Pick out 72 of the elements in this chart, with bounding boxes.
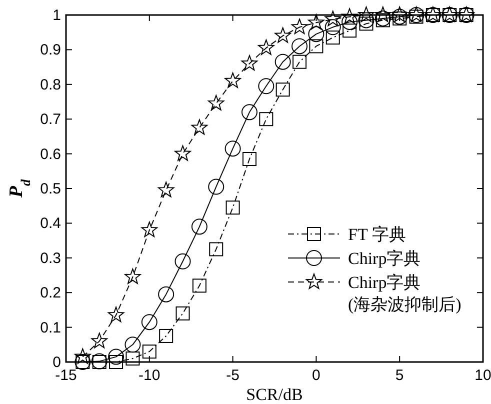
point <box>342 24 357 38</box>
x-axis-title: SCR/dB <box>246 385 303 404</box>
point <box>91 332 108 348</box>
point <box>258 39 274 55</box>
y-tick-label: 0.6 <box>40 146 61 163</box>
point <box>174 145 191 161</box>
point <box>274 54 291 70</box>
point <box>324 19 341 36</box>
point <box>308 14 324 30</box>
point <box>341 8 358 24</box>
point <box>174 253 191 270</box>
x-tick-label: -5 <box>226 367 240 384</box>
x-tick-label: 5 <box>395 367 404 384</box>
point <box>292 54 307 69</box>
y-tick-label: 0.2 <box>40 284 61 302</box>
point <box>158 182 174 198</box>
x-tick-label: 0 <box>312 367 320 384</box>
point <box>308 26 324 42</box>
point <box>292 38 308 54</box>
point <box>141 314 158 330</box>
point <box>326 30 340 45</box>
point <box>142 344 156 359</box>
legend-label: FT 字典 <box>348 225 406 244</box>
point <box>192 278 206 293</box>
point <box>274 27 291 43</box>
point <box>374 10 391 26</box>
y-tick-label: 0.8 <box>40 76 61 94</box>
point <box>191 218 208 235</box>
x-tick-label: -10 <box>138 367 160 384</box>
point <box>224 72 241 88</box>
point <box>324 10 341 26</box>
point <box>191 119 208 135</box>
y-tick-label: 0.9 <box>40 42 61 59</box>
legend-label: Chirp字典 (海杂波抑制后) <box>348 273 462 314</box>
point <box>374 6 392 22</box>
point <box>124 268 141 284</box>
y-tick-label: 0.3 <box>40 250 61 267</box>
point <box>224 140 241 157</box>
legend-label: Chirp字典 <box>348 249 421 268</box>
point <box>126 352 140 366</box>
point <box>358 6 374 22</box>
x-tick-label: 10 <box>474 367 491 384</box>
y-tick-label: 0.1 <box>40 319 61 336</box>
y-tick-label: 0.4 <box>40 215 61 232</box>
point <box>176 306 190 320</box>
point <box>141 222 158 238</box>
point <box>276 82 290 97</box>
point <box>342 14 358 30</box>
point <box>241 55 258 71</box>
point <box>391 6 408 22</box>
point <box>259 112 274 126</box>
point <box>309 39 324 54</box>
point <box>258 78 274 94</box>
point <box>359 16 374 31</box>
y-tick-label: 0.5 <box>40 180 61 198</box>
point <box>124 336 141 353</box>
point <box>226 200 240 215</box>
point <box>208 178 224 195</box>
point <box>242 152 256 166</box>
point <box>74 348 91 364</box>
point <box>291 18 308 34</box>
point <box>109 355 124 369</box>
point <box>208 94 224 110</box>
point <box>241 104 258 120</box>
y-tick-label: 1 <box>52 7 61 24</box>
y-tick-label: 0.7 <box>40 111 61 128</box>
point <box>358 12 374 28</box>
point <box>108 348 124 365</box>
point <box>108 306 124 322</box>
point <box>158 286 174 302</box>
point <box>209 242 224 256</box>
point <box>159 328 174 343</box>
